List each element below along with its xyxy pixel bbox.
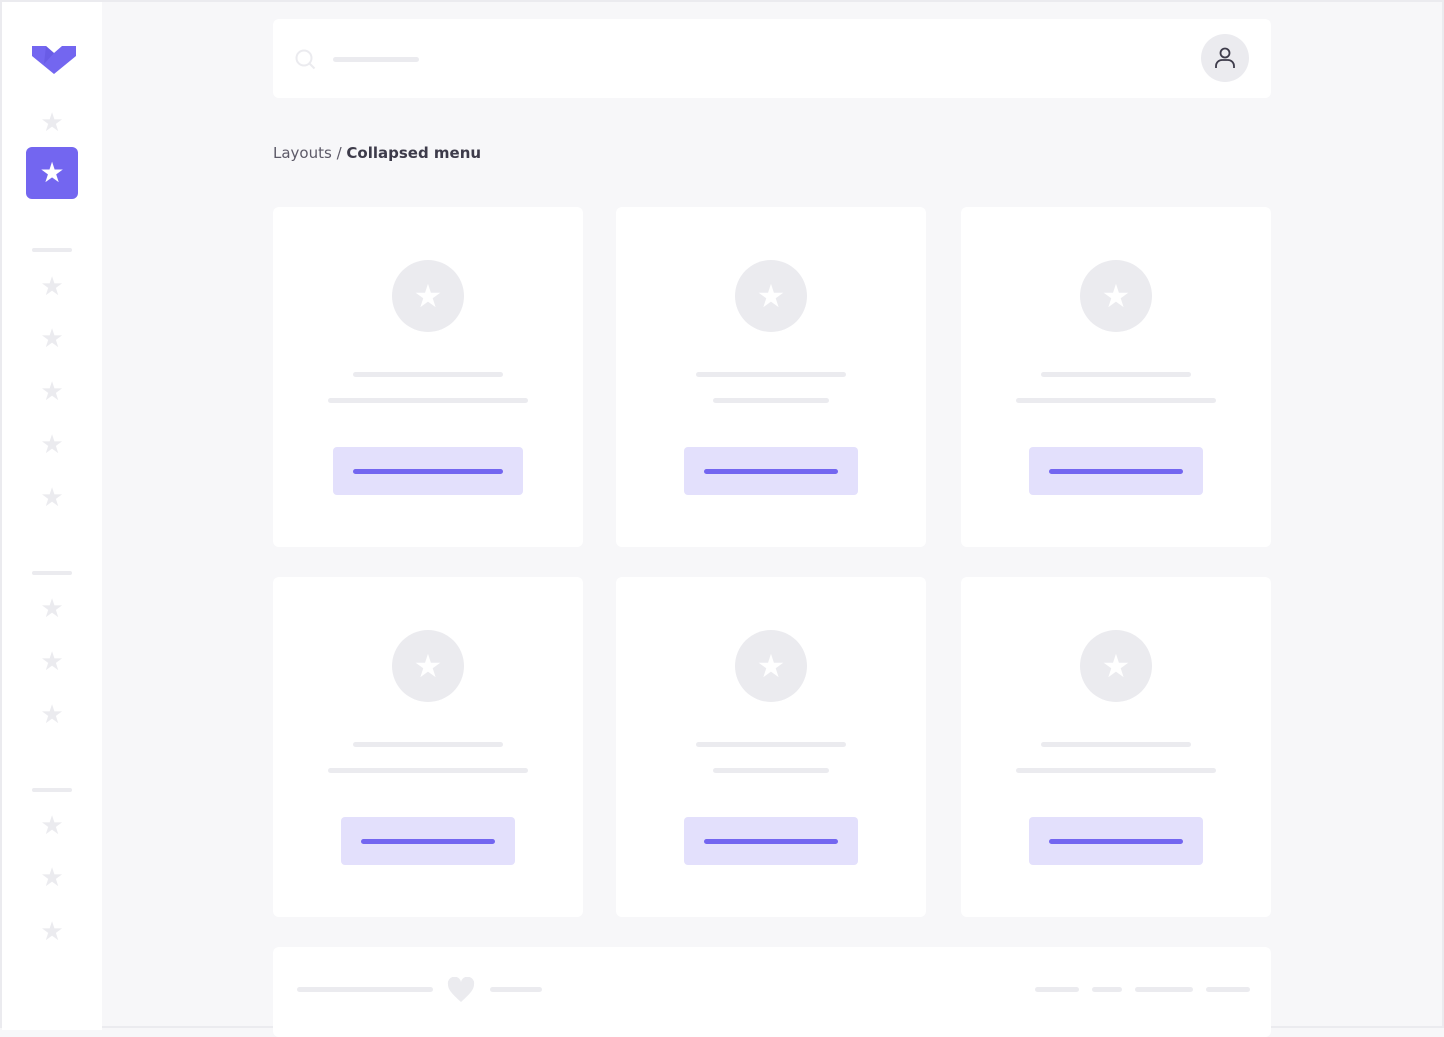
button-label-placeholder — [353, 469, 503, 474]
sidebar-item-star[interactable]: ★ — [40, 272, 64, 302]
card: ★ — [616, 577, 926, 917]
breadcrumb: Layouts / Collapsed menu — [273, 144, 481, 162]
breadcrumb-current: Collapsed menu — [346, 144, 482, 162]
sidebar-item-star[interactable]: ★ — [40, 430, 64, 460]
breadcrumb-parent[interactable]: Layouts — [273, 144, 332, 162]
star-icon: ★ — [735, 630, 807, 702]
footer-placeholder — [297, 987, 433, 992]
search-icon[interactable] — [295, 49, 317, 71]
card-title-placeholder — [696, 742, 846, 747]
footer-link[interactable] — [1035, 987, 1079, 992]
button-label-placeholder — [1049, 469, 1183, 474]
sidebar-item-star[interactable]: ★ — [40, 324, 64, 354]
button-label-placeholder — [704, 839, 838, 844]
footer-link[interactable] — [1206, 987, 1250, 992]
top-bar — [273, 19, 1271, 98]
star-icon: ★ — [392, 630, 464, 702]
button-label-placeholder — [704, 469, 838, 474]
footer-link[interactable] — [1135, 987, 1193, 992]
star-icon: ★ — [1080, 630, 1152, 702]
card: ★ — [273, 577, 583, 917]
card: ★ — [961, 207, 1271, 547]
sidebar-item-star[interactable]: ★ — [40, 863, 64, 893]
footer-placeholder — [490, 987, 542, 992]
user-icon — [1215, 47, 1235, 68]
star-icon: ★ — [39, 156, 65, 189]
card: ★ — [961, 577, 1271, 917]
sidebar-item-active[interactable]: ★ — [26, 147, 78, 199]
card-button[interactable] — [1029, 447, 1203, 495]
card-button[interactable] — [1029, 817, 1203, 865]
sidebar-item-star[interactable]: ★ — [40, 377, 64, 407]
sidebar-item-star[interactable]: ★ — [40, 594, 64, 624]
card-text-placeholder — [713, 768, 829, 773]
card-title-placeholder — [1041, 742, 1191, 747]
card-button[interactable] — [684, 817, 858, 865]
card-title-placeholder — [1041, 372, 1191, 377]
sidebar-item-star[interactable]: ★ — [40, 811, 64, 841]
sidebar-item-star[interactable]: ★ — [40, 917, 64, 947]
sidebar-item-star[interactable]: ★ — [40, 108, 64, 138]
card-title-placeholder — [696, 372, 846, 377]
sidebar-item-star[interactable]: ★ — [40, 483, 64, 513]
logo-icon[interactable] — [32, 42, 76, 74]
button-label-placeholder — [1049, 839, 1183, 844]
card-button[interactable] — [333, 447, 523, 495]
breadcrumb-separator: / — [331, 144, 347, 162]
sidebar-divider — [32, 248, 72, 252]
card-title-placeholder — [353, 742, 503, 747]
star-icon: ★ — [1080, 260, 1152, 332]
card-button[interactable] — [341, 817, 515, 865]
sidebar-divider — [32, 788, 72, 792]
footer — [273, 947, 1271, 1037]
card-title-placeholder — [353, 372, 503, 377]
card: ★ — [273, 207, 583, 547]
sidebar: ★ ★ ★ ★ ★ ★ ★ ★ ★ ★ ★ ★ ★ — [2, 2, 102, 1030]
sidebar-item-star[interactable]: ★ — [40, 647, 64, 677]
star-icon: ★ — [735, 260, 807, 332]
avatar[interactable] — [1201, 34, 1249, 82]
sidebar-divider — [32, 571, 72, 575]
button-label-placeholder — [361, 839, 495, 844]
card-text-placeholder — [328, 398, 528, 403]
card-text-placeholder — [1016, 768, 1216, 773]
card: ★ — [616, 207, 926, 547]
footer-link[interactable] — [1092, 987, 1122, 992]
sidebar-item-star[interactable]: ★ — [40, 700, 64, 730]
card-text-placeholder — [713, 398, 829, 403]
card-button[interactable] — [684, 447, 858, 495]
card-text-placeholder — [328, 768, 528, 773]
search-input[interactable] — [333, 57, 419, 62]
heart-icon — [447, 977, 475, 1002]
star-icon: ★ — [392, 260, 464, 332]
card-text-placeholder — [1016, 398, 1216, 403]
